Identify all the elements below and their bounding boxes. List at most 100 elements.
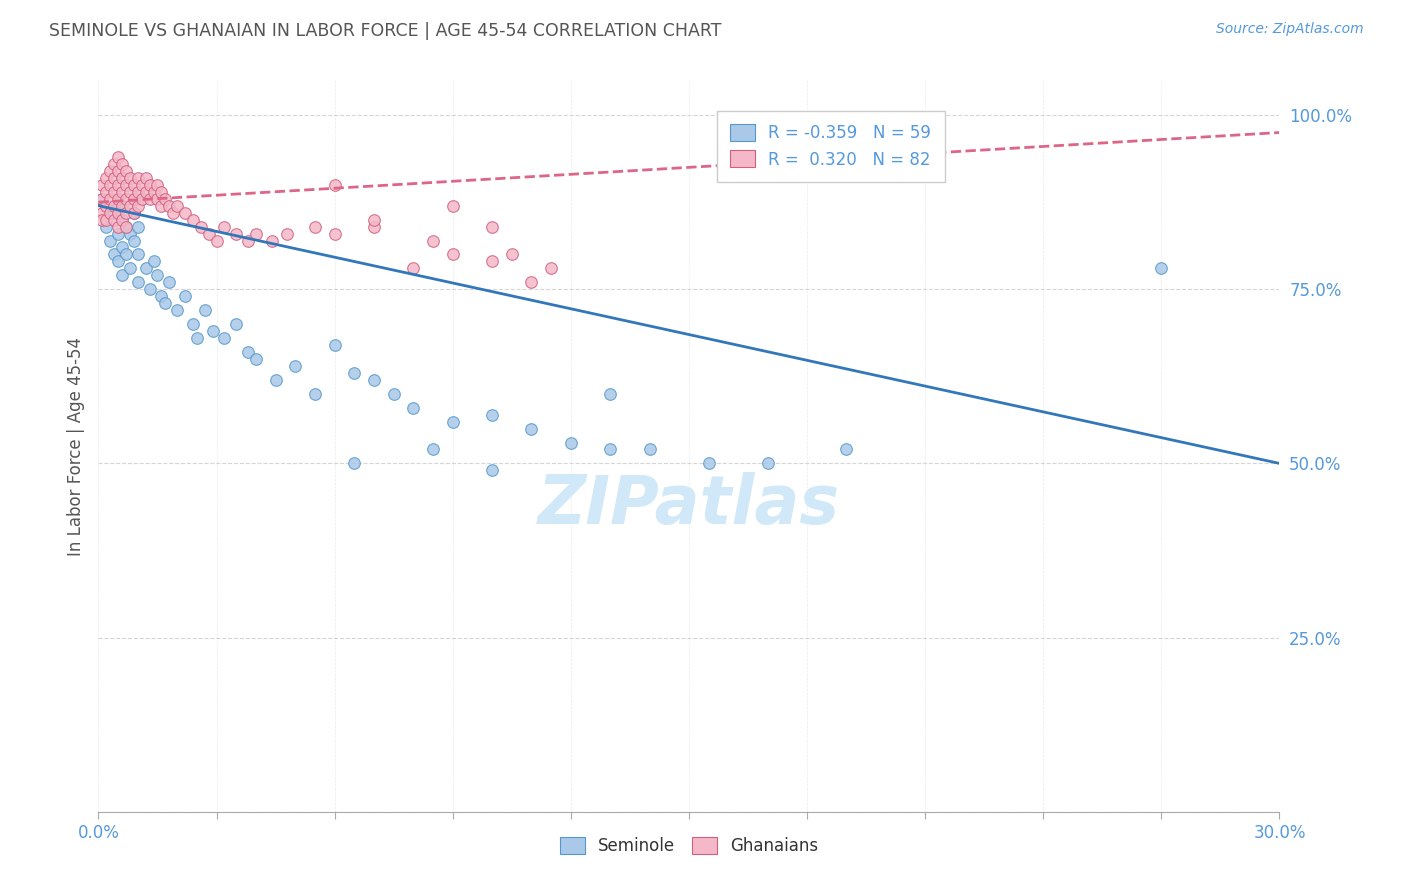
Point (245, 351, 267, 366)
Point (166, 303, 188, 318)
Point (115, 164, 138, 178)
Point (343, 366, 366, 380)
Legend: Seminole, Ghanaians: Seminole, Ghanaians (553, 830, 825, 862)
Point (115, 219, 138, 234)
Point (107, 199, 129, 213)
Point (146, 268, 169, 283)
Point (111, 185, 134, 199)
Point (181, 317, 204, 331)
Point (107, 164, 129, 178)
Point (304, 386, 326, 401)
Point (284, 359, 307, 373)
Point (111, 157, 134, 171)
Point (115, 178, 138, 192)
Point (166, 199, 188, 213)
Point (122, 234, 145, 248)
Y-axis label: In Labor Force | Age 45-54: In Labor Force | Age 45-54 (66, 336, 84, 556)
Point (194, 303, 217, 318)
Point (520, 275, 543, 289)
Point (174, 205, 197, 219)
Point (481, 463, 503, 477)
Point (138, 178, 160, 192)
Point (520, 421, 543, 435)
Point (501, 247, 523, 261)
Point (107, 219, 129, 234)
Point (245, 227, 267, 241)
Point (118, 185, 141, 199)
Point (236, 234, 259, 248)
Point (382, 386, 405, 401)
Point (422, 442, 444, 457)
Point (111, 212, 134, 227)
Point (343, 457, 366, 471)
Point (363, 373, 385, 387)
Point (135, 170, 157, 185)
Point (91, 205, 114, 219)
Point (98, 164, 121, 178)
Point (1150, 261, 1173, 276)
Point (155, 296, 177, 310)
Point (96, 185, 118, 199)
Point (181, 212, 204, 227)
Point (835, 442, 858, 457)
Text: SEMINOLE VS GHANAIAN IN LABOR FORCE | AGE 45-54 CORRELATION CHART: SEMINOLE VS GHANAIAN IN LABOR FORCE | AG… (49, 22, 721, 40)
Point (540, 261, 562, 276)
Point (441, 247, 464, 261)
Point (98, 192, 121, 206)
Point (402, 401, 425, 415)
Point (481, 408, 503, 422)
Point (91, 192, 114, 206)
Point (304, 219, 326, 234)
Point (115, 192, 138, 206)
Text: ZIPatlas: ZIPatlas (538, 472, 839, 538)
Point (107, 227, 129, 241)
Point (481, 254, 503, 268)
Point (127, 185, 149, 199)
Point (115, 219, 138, 234)
Point (122, 205, 145, 219)
Point (186, 331, 208, 345)
Point (174, 289, 197, 303)
Point (225, 317, 247, 331)
Point (103, 157, 125, 171)
Point (103, 205, 125, 219)
Point (122, 178, 145, 192)
Point (107, 192, 129, 206)
Point (441, 415, 464, 429)
Point (441, 199, 464, 213)
Point (481, 219, 503, 234)
Point (118, 227, 141, 241)
Point (236, 345, 259, 359)
Point (201, 324, 224, 338)
Point (150, 289, 173, 303)
Point (697, 457, 720, 471)
Point (146, 192, 169, 206)
Point (111, 170, 134, 185)
Point (225, 227, 247, 241)
Point (111, 268, 134, 283)
Point (107, 205, 129, 219)
Point (103, 170, 125, 185)
Point (323, 178, 346, 192)
Point (560, 435, 582, 450)
Point (264, 373, 287, 387)
Point (107, 150, 129, 164)
Point (138, 192, 160, 206)
Point (115, 247, 138, 261)
Point (91, 178, 114, 192)
Point (599, 386, 621, 401)
Point (260, 234, 283, 248)
Point (138, 282, 160, 296)
Point (103, 212, 125, 227)
Point (205, 234, 228, 248)
Point (127, 275, 149, 289)
Point (146, 178, 169, 192)
Point (131, 178, 153, 192)
Point (599, 442, 621, 457)
Point (214, 331, 236, 345)
Point (190, 219, 212, 234)
Point (107, 254, 129, 268)
Point (91, 192, 114, 206)
Point (98, 234, 121, 248)
Point (150, 185, 173, 199)
